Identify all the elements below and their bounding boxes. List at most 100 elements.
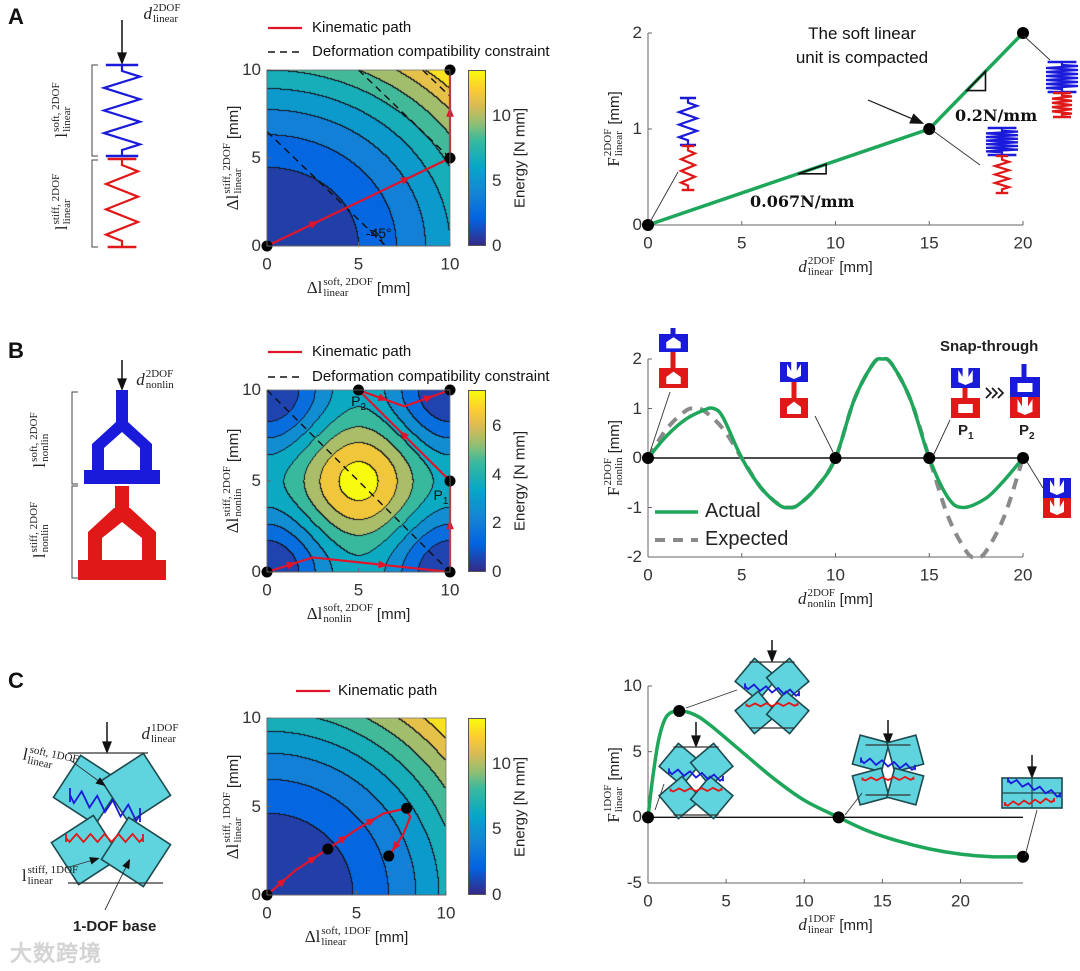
legend-constraint-a: Deformation compatibility constraint	[312, 43, 550, 60]
contour-annotation: -45°	[365, 225, 392, 242]
y-axis-label: F 2DOF linear [mm]	[602, 91, 625, 166]
inset-cluster-soft-spring	[860, 757, 916, 772]
colorbar-tick-label: 5	[492, 819, 502, 839]
watermark: 大数跨境	[10, 941, 103, 966]
unit: [mm]	[224, 754, 242, 788]
y-tick-label: 5	[632, 741, 642, 761]
p2-label-right: P2	[1019, 422, 1035, 442]
x-tick-label: 15	[919, 233, 939, 253]
unit: [mm]	[605, 746, 623, 781]
scripts: stiff, 2DOF nonlin	[28, 502, 51, 553]
force-label-b: d 2DOF nonlin	[136, 369, 174, 391]
annotation-arrow-line	[867, 99, 916, 121]
x-tick-label: 0	[643, 233, 653, 253]
superscript: soft, 2DOF	[323, 602, 373, 614]
angle-arc	[369, 229, 383, 245]
superscript: 1DOF	[150, 722, 179, 734]
leader-line	[1023, 35, 1051, 61]
x-tick-label: 0	[262, 254, 272, 274]
y-tick-label: 2	[632, 349, 642, 368]
stem	[791, 382, 797, 398]
scripts: 2DOF nonlin	[146, 369, 174, 391]
subscript: nonlin	[807, 598, 836, 610]
inset-stiff-unit-cutout	[1017, 397, 1033, 415]
inset-force-arrow-head	[883, 733, 893, 746]
length-bracket	[71, 485, 78, 579]
scripts: stiff, 2DOF nonlin	[221, 466, 244, 517]
symbol: Δl	[306, 604, 323, 623]
y-tick-label: 0	[251, 562, 261, 581]
y-tick-label: 1	[632, 398, 642, 418]
subscript: linear	[613, 131, 625, 157]
legend-kinematic-path-a: Kinematic path	[312, 19, 412, 36]
y-tick-label: 0	[632, 448, 642, 467]
subscript: nonlin	[39, 433, 51, 462]
legend-kinematic-path-c: Kinematic path	[338, 682, 438, 699]
slope-triangle	[964, 69, 987, 92]
y-axis-label: Δl stiff, 2DOF nonlin [mm]	[221, 429, 244, 534]
force-label-a: d 2DOF linear	[143, 3, 180, 25]
symbol: d	[798, 915, 807, 934]
subscript: linear	[61, 106, 73, 132]
constraint-line	[422, 69, 451, 97]
symbol: Δl	[223, 843, 242, 859]
x-tick-label: 5	[721, 891, 731, 911]
energy-contour-map	[267, 70, 450, 246]
unit: [mm]	[839, 916, 873, 934]
y-tick-label: 10	[242, 708, 261, 727]
slope-triangle	[797, 163, 827, 175]
scripts: stiff, 1DOF linear	[221, 792, 244, 843]
stem	[670, 328, 676, 334]
bistable-unit-stiff	[78, 508, 166, 580]
colorbar	[468, 70, 486, 246]
x-axis-label: d 1DOF linear [mm]	[798, 914, 872, 936]
p1-sub: 1	[968, 431, 974, 442]
path-arrow	[423, 395, 434, 403]
scripts: 1DOF linear	[151, 723, 179, 745]
subscript: linear	[613, 786, 625, 812]
constraint-line	[266, 389, 451, 573]
y-tick-label: 0	[632, 215, 642, 234]
scripts: 2DOF linear	[602, 129, 625, 157]
colorbar-tick-label: 0	[492, 562, 502, 581]
inset-force-arrow-head	[691, 735, 701, 748]
x-tick-label: 15	[872, 891, 892, 911]
y-axis-label: Δl stiff, 1DOF linear [mm]	[221, 754, 244, 859]
leader-line	[1024, 809, 1038, 857]
contour-annotation: P1	[434, 487, 449, 507]
point-label-sub: 2	[360, 401, 367, 413]
leader-line	[65, 859, 94, 869]
stiff-length-label-a: l stiff, 2DOF linear	[50, 174, 73, 230]
slope-label-soft: 0.067N/mm	[750, 192, 855, 211]
scripts: stiff, 1DOF linear	[28, 865, 79, 887]
scripts: soft, 2DOF linear	[323, 277, 373, 299]
y-axis-label: F 2DOF nonlin [mm]	[602, 420, 625, 496]
inset-stiff-spring	[1004, 797, 1055, 807]
y-tick-label: 5	[251, 148, 261, 167]
y-axis-label: Δl stiff, 2DOF linear [mm]	[221, 106, 244, 211]
scripts: 2DOF nonlin	[808, 588, 836, 610]
subscript: nonlin	[39, 524, 51, 553]
p2-sub: 2	[1029, 431, 1035, 442]
data-point	[923, 452, 936, 464]
symbol: Δl	[306, 278, 323, 297]
x-axis-label: Δl soft, 1DOF linear [mm]	[305, 926, 409, 948]
p2-text: P	[1019, 422, 1030, 439]
length-bracket	[91, 159, 98, 248]
y-tick-label: 0	[251, 236, 261, 255]
y-tick-label: 10	[623, 676, 642, 695]
inset-force-arrow-head	[767, 650, 777, 663]
annotation-line-1: The soft linear	[808, 24, 916, 43]
point-label: P	[433, 487, 443, 504]
contour-annotation: P2	[351, 393, 366, 413]
path-arrow	[377, 393, 388, 401]
snap-chevron-icon	[997, 387, 1005, 399]
y-tick-label: 10	[242, 60, 261, 79]
y-axis-label: F 1DOF linear [mm]	[602, 746, 625, 822]
colorbar-tick-label: 10	[492, 753, 511, 773]
colorbar-label: Energy [N mm]	[511, 756, 529, 857]
colorbar-tick-label: 6	[492, 416, 502, 436]
stiff-length-label-c: l stiff, 1DOF linear	[22, 865, 78, 887]
legend-constraint-b: Deformation compatibility constraint	[312, 368, 550, 385]
